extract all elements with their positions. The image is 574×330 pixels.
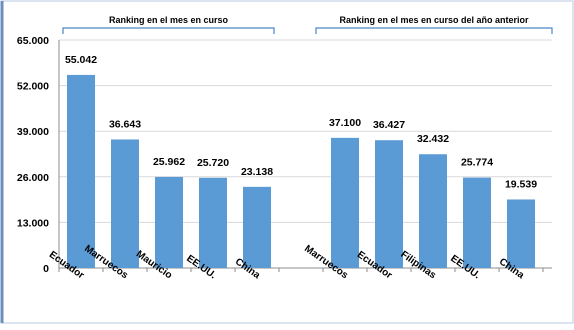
bar [375,140,403,268]
bar [67,74,95,269]
data-label: 19.539 [505,178,537,190]
data-label: 36.643 [109,118,141,130]
data-label: 36.427 [373,119,405,131]
y-tick-label: 52.000 [17,81,49,93]
y-tick-label: 13.000 [17,217,49,229]
group-brackets: Ranking en el mes en curso Ranking en el … [62,15,553,34]
y-tick-label: 0 [43,263,49,275]
bar [111,139,139,268]
data-label: 25.774 [461,157,493,169]
data-label: 32.432 [417,133,449,145]
group-bracket [315,27,553,34]
group-bracket [62,27,275,34]
bar [419,154,447,268]
y-tick-label: 39.000 [17,126,49,138]
y-tick-label: 26.000 [17,172,49,184]
bar [243,186,271,268]
bar [199,177,227,268]
bar [507,199,535,268]
data-label: 23.138 [241,166,273,178]
data-labels: 55.042 36.643 25.962 25.720 23.138 37.100 36.4… [65,54,537,191]
bar [155,176,183,268]
group-title: Ranking en el mes en curso del año anter… [339,15,529,25]
bars [67,74,535,269]
data-label: 37.100 [329,117,361,129]
y-tick-label: 65.000 [17,35,49,47]
group-title: Ranking en el mes en curso [109,15,229,25]
bar [331,137,359,268]
bar [463,177,491,268]
data-label: 25.720 [197,157,229,169]
data-label: 25.962 [153,156,185,168]
data-label: 55.042 [65,54,97,66]
